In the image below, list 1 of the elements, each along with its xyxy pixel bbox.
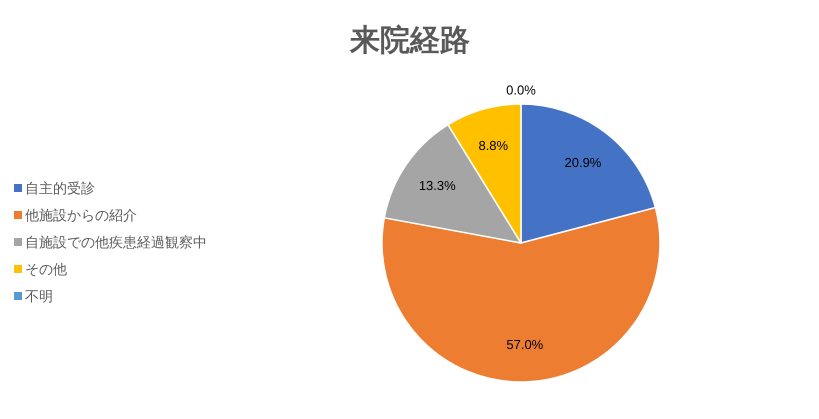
title: 来院経路 — [350, 24, 470, 57]
